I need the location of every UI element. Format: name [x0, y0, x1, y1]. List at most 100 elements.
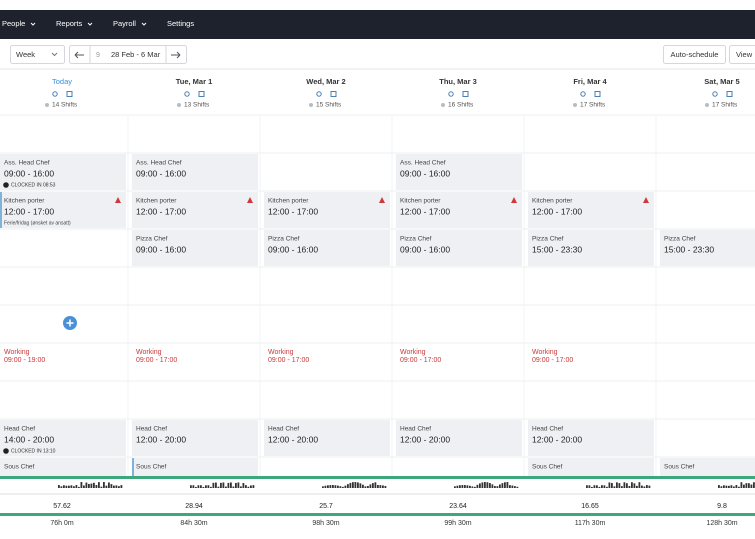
- staffing-bar: [192, 485, 195, 488]
- shift-card[interactable]: [132, 420, 258, 456]
- shift-card[interactable]: [660, 458, 755, 477]
- staffing-bar: [118, 486, 120, 488]
- shift-time: 12:00 - 20:00: [268, 434, 318, 444]
- staffing-bar: [352, 482, 354, 488]
- shift-count: 17 Shifts: [580, 102, 606, 109]
- edit-icon[interactable]: [726, 91, 733, 97]
- edit-icon[interactable]: [66, 91, 73, 97]
- availability-time: 09:00 - 17:00: [532, 357, 573, 364]
- nav-item[interactable]: People: [2, 19, 25, 28]
- shift-role: Head Chef: [532, 426, 563, 433]
- warning-icon: [643, 197, 649, 203]
- visibility-icon[interactable]: [580, 91, 586, 97]
- shift-role: Head Chef: [4, 426, 35, 433]
- shift-count: 15 Shifts: [316, 102, 342, 109]
- next-week[interactable]: [171, 51, 181, 59]
- visibility-icon[interactable]: [316, 91, 322, 97]
- staffing-bar: [631, 482, 633, 488]
- nav-item[interactable]: Payroll: [113, 19, 136, 28]
- shift-card[interactable]: [0, 420, 126, 456]
- staffing-bar: [75, 485, 78, 488]
- staffing-bar: [120, 485, 123, 488]
- shift-role: Kitchen porter: [4, 198, 45, 205]
- shift-card[interactable]: [396, 420, 522, 456]
- cost-total: 28.94: [185, 503, 203, 510]
- shift-card[interactable]: [264, 192, 390, 228]
- shift-card[interactable]: [528, 458, 654, 477]
- caret: [87, 22, 93, 26]
- cost-total: 25.7: [319, 503, 333, 510]
- staffing-bar: [641, 485, 643, 488]
- shift-role: Head Chef: [268, 426, 299, 433]
- staffing-bar: [476, 484, 479, 488]
- staffing-bar: [339, 486, 342, 488]
- shift-role: Kitchen porter: [268, 198, 309, 205]
- shift-card[interactable]: [0, 154, 126, 190]
- staffing-bar: [240, 486, 242, 488]
- clock-icon: [3, 448, 9, 454]
- staffing-bar: [511, 485, 514, 488]
- shift-card[interactable]: [528, 192, 654, 228]
- staffing-bar: [636, 485, 638, 488]
- edit-icon[interactable]: [198, 91, 205, 97]
- visibility-icon[interactable]: [712, 91, 718, 97]
- shift-card[interactable]: [396, 192, 522, 228]
- staffing-bar: [471, 486, 474, 488]
- shift-role: Sous Chef: [532, 464, 563, 471]
- nav-item[interactable]: Reports: [56, 19, 83, 28]
- staffing-bar: [479, 483, 481, 488]
- view-button[interactable]: [729, 45, 755, 64]
- shift-card[interactable]: [0, 458, 126, 477]
- shift-time: 12:00 - 17:00: [400, 206, 450, 216]
- shift-card[interactable]: [528, 230, 654, 266]
- visibility-icon[interactable]: [52, 91, 58, 97]
- shift-role: Ass. Head Chef: [400, 160, 446, 167]
- shift-card[interactable]: [264, 230, 390, 266]
- staffing-bar: [740, 482, 743, 488]
- shift-card[interactable]: [132, 230, 258, 266]
- shift-card[interactable]: [396, 154, 522, 190]
- staffing-bar: [95, 485, 98, 488]
- staffing-bar: [200, 485, 202, 488]
- staffing-bar: [623, 482, 626, 488]
- view-select[interactable]: [10, 45, 65, 64]
- staffing-bar: [489, 483, 491, 488]
- shift-time: 15:00 - 23:30: [532, 244, 582, 254]
- shift-card[interactable]: [528, 420, 654, 456]
- staffing-bar: [108, 482, 110, 488]
- view-select-label: Week: [16, 50, 35, 59]
- shift-dot: [441, 103, 445, 107]
- card-accent: [0, 192, 2, 228]
- shift-role: Pizza Chef: [664, 236, 696, 243]
- staffing-bar: [743, 484, 745, 488]
- cost-total: 16.65: [581, 503, 599, 510]
- shift-card[interactable]: [264, 420, 390, 456]
- shift-card[interactable]: [660, 230, 755, 266]
- auto-schedule-button[interactable]: [663, 45, 726, 64]
- shift-role: Pizza Chef: [400, 236, 432, 243]
- prev-week[interactable]: [74, 51, 84, 59]
- staffing-bar: [601, 485, 603, 488]
- staffing-bar: [509, 485, 511, 488]
- visibility-icon[interactable]: [448, 91, 454, 97]
- staffing-bar: [113, 485, 115, 488]
- staffing-bar: [65, 485, 68, 488]
- shift-role: Ass. Head Chef: [4, 160, 50, 167]
- edit-icon[interactable]: [462, 91, 469, 97]
- shift-card[interactable]: [132, 458, 258, 477]
- visibility-icon[interactable]: [184, 91, 190, 97]
- edit-icon[interactable]: [330, 91, 337, 97]
- staffing-bar: [60, 486, 63, 488]
- nav-item[interactable]: Settings: [167, 19, 194, 28]
- hours-total: 98h 30m: [312, 520, 339, 527]
- shift-card[interactable]: [396, 230, 522, 266]
- staffing-bar: [58, 485, 60, 488]
- edit-icon[interactable]: [594, 91, 601, 97]
- availability-label: Working: [4, 349, 30, 356]
- shift-card[interactable]: [0, 192, 126, 228]
- staffing-bar: [225, 486, 227, 488]
- caret: [141, 22, 147, 26]
- shift-card[interactable]: [132, 154, 258, 190]
- shift-card[interactable]: [132, 192, 258, 228]
- clock-icon: [3, 182, 9, 188]
